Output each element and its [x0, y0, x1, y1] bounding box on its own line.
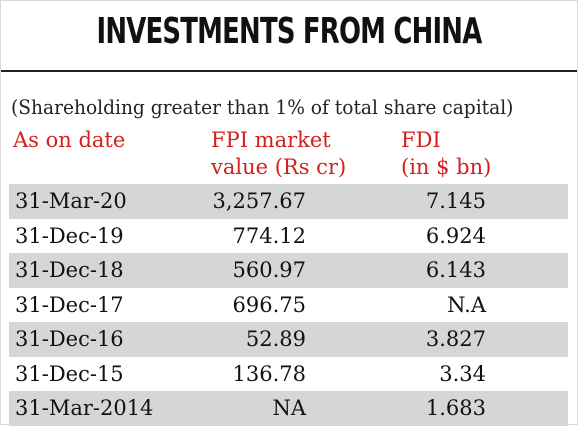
cell-fpi-value: 560.97 [232, 258, 306, 282]
column-header-fdi: FDI (in $ bn) [401, 127, 491, 181]
table-row: 31-Dec-15 136.78 3.34 [9, 357, 568, 392]
column-header-date-label: As on date [13, 128, 126, 152]
cell-date: 31-Mar-2014 [15, 396, 154, 420]
table-row: 31-Dec-19 774.12 6.924 [9, 219, 568, 254]
cell-fpi-value: 52.89 [245, 327, 306, 351]
chart-title: INVESTMENTS FROM CHINA [96, 11, 483, 52]
cell-date: 31-Mar-20 [15, 189, 127, 213]
cell-date: 31-Dec-18 [15, 258, 124, 282]
column-header-fdi-line2: (in $ bn) [401, 155, 492, 179]
cell-fdi-value: 6.143 [425, 258, 486, 282]
column-header-fpi-line1: FPI market [211, 128, 331, 152]
cell-fpi-value: NA [272, 396, 306, 420]
table-row: 31-Mar-20 3,257.67 7.145 [9, 184, 568, 219]
chart-subtitle: (Shareholding greater than 1% of total s… [11, 95, 514, 119]
column-header-fpi-line2: value (Rs cr) [211, 155, 347, 179]
table-row: 31-Dec-17 696.75 N.A [9, 288, 568, 323]
column-header-fdi-line1: FDI [401, 128, 441, 152]
cell-date: 31-Dec-16 [15, 327, 124, 351]
cell-fdi-value: N.A [447, 292, 486, 317]
column-header-fpi: FPI market value (Rs cr) [211, 127, 346, 181]
cell-date: 31-Dec-15 [15, 361, 124, 386]
table-row: 31-Mar-2014 NA 1.683 [9, 391, 568, 426]
title-divider [1, 70, 577, 72]
cell-fpi-value: 696.75 [232, 292, 306, 317]
cell-fdi-value: 7.145 [425, 189, 486, 213]
cell-date: 31-Dec-19 [15, 223, 124, 248]
cell-fpi-value: 3,257.67 [212, 189, 306, 213]
cell-fdi-value: 3.34 [439, 361, 486, 386]
cell-fpi-value: 774.12 [232, 223, 306, 248]
cell-fdi-value: 1.683 [425, 396, 486, 420]
column-header-date: As on date [13, 127, 125, 154]
table-row: 31-Dec-16 52.89 3.827 [9, 322, 568, 357]
cell-date: 31-Dec-17 [15, 292, 124, 317]
data-table: 31-Mar-20 3,257.67 7.145 31-Dec-19 774.12 6.9… [9, 184, 568, 426]
cell-fpi-value: 136.78 [232, 361, 306, 386]
table-row: 31-Dec-18 560.97 6.143 [9, 253, 568, 288]
cell-fdi-value: 3.827 [425, 327, 486, 351]
cell-fdi-value: 6.924 [425, 223, 486, 248]
